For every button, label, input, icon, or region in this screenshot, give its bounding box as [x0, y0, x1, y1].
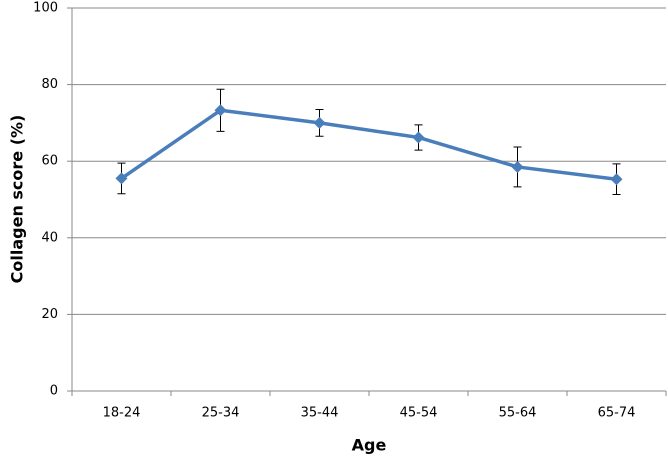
marker: [610, 173, 623, 186]
x-tick-label: 25-34: [202, 406, 240, 421]
x-tick-label: 35-44: [301, 406, 339, 421]
y-axis-label: Collagen score (%): [8, 115, 27, 284]
marker: [313, 116, 326, 129]
y-tick-label: 40: [41, 230, 58, 245]
y-tick-label: 20: [41, 307, 58, 322]
x-tick-label: 55-64: [499, 406, 537, 421]
marker: [115, 172, 128, 185]
x-tick-label: 18-24: [103, 406, 141, 421]
y-tick-label: 80: [41, 77, 58, 92]
x-axis-label: Age: [352, 436, 387, 455]
y-tick-label: 100: [33, 1, 58, 16]
marker: [511, 160, 524, 173]
marker: [214, 104, 227, 117]
x-tick-label: 65-74: [598, 406, 636, 421]
marker: [412, 131, 425, 144]
series-line: [120, 108, 617, 181]
y-tick-label: 0: [50, 384, 58, 399]
x-tick-label: 45-54: [400, 406, 438, 421]
y-tick-label: 60: [41, 154, 58, 169]
